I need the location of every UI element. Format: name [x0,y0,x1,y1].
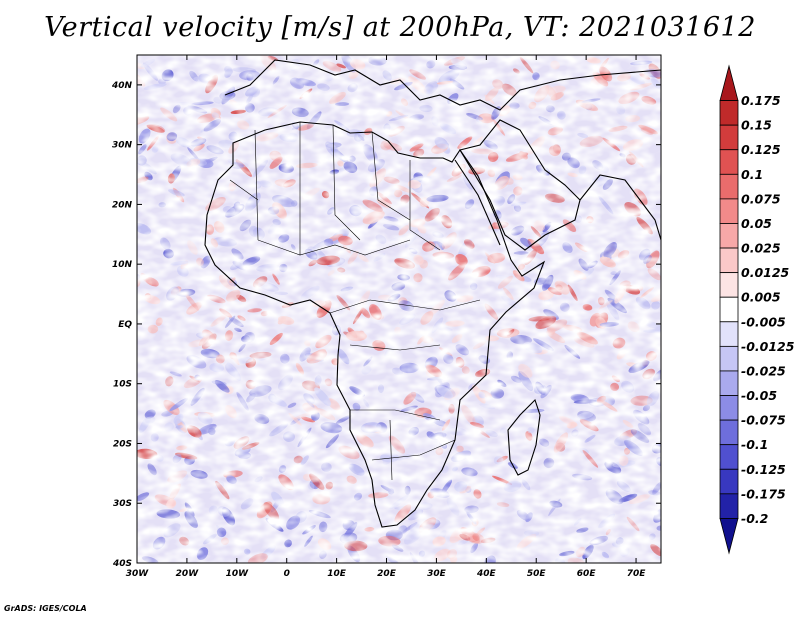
colorbar-label: 0.125 [741,142,781,157]
colorbar: 0.175 0.15 0.125 0.1 0.075 0.05 0.025 0.0125 0.0… [719,64,795,555]
colorbar-segment [719,345,739,372]
colorbar-label: -0.175 [741,486,786,501]
coastlines [204,59,661,528]
velocity-field [137,55,661,563]
colorbar-segment [719,100,739,126]
latitude-axis: 40N 30N 20N 10N EQ 10S 20S 30S 40S [111,81,661,569]
colorbar-label: -0.05 [741,388,777,403]
colorbar-segment [719,272,739,298]
colorbar-segment [719,296,739,323]
lon-tick-label: 30W [126,569,150,579]
colorbar-label: -0.2 [741,511,768,526]
colorbar-label: -0.1 [741,437,768,452]
colorbar-segment [719,64,739,101]
colorbar-label: -0.025 [741,363,786,378]
colorbar-segment [719,247,739,274]
lon-tick-label: 70E [627,569,647,579]
colorbar-label: -0.005 [741,314,786,329]
colorbar-label: 0.005 [741,290,781,305]
colorbar-label: 0.175 [741,93,781,108]
lat-tick-label: 30S [113,499,132,509]
colorbar-segment [719,198,739,224]
colorbar-segment [719,370,739,396]
colorbar-label: -0.125 [741,462,786,477]
colorbar-segment [719,149,739,175]
lat-tick-label: 20N [112,200,133,210]
lon-tick-label: 50E [527,569,547,579]
madagascar-coastline [507,398,541,476]
lat-tick-label: 10N [112,260,133,270]
colorbar-segment [719,173,739,200]
colorbar-segment [719,124,739,151]
colorbar-segment [719,223,739,249]
colorbar-label: -0.075 [741,413,786,428]
longitude-axis: 30W 20W 10W 0 10E 20E 30E 40E 50E 60E 70E [126,55,646,579]
country-borders [229,122,481,481]
europe-coastline [224,59,661,111]
lat-tick-label: 10S [113,380,132,390]
lon-tick-label: 20W [176,569,200,579]
asia-coastline [579,174,661,241]
border-line [229,122,481,481]
lon-tick-label: 60E [577,569,597,579]
lon-tick-label: 0 [284,569,290,579]
colorbar-label: 0.1 [741,167,763,182]
field-texture [137,55,661,563]
africa-coastline [204,121,546,528]
lon-tick-label: 30E [427,569,447,579]
colorbar-label: -0.0125 [741,339,795,354]
colorbar-segment [719,518,739,555]
colorbar-segment [719,493,739,519]
lat-tick-label: EQ [118,320,132,330]
red-sea-coastline [454,159,501,246]
lon-tick-label: 20E [377,569,397,579]
colorbar-segment [719,419,739,446]
colorbar-segment [719,321,739,347]
lon-tick-label: 40E [476,569,497,579]
lat-tick-label: 20S [113,439,132,449]
colorbar-label: 0.05 [741,216,772,231]
colorbar-label: 0.0125 [741,265,790,280]
lon-tick-label: 10W [226,569,250,579]
lat-tick-label: 30N [112,141,133,151]
lon-tick-label: 10E [327,569,347,579]
colorbar-segment [719,468,739,495]
colorbar-segment [719,395,739,421]
colorbar-label: 0.075 [741,191,781,206]
lat-tick-label: 40S [112,559,132,569]
lat-tick-label: 40N [111,81,133,91]
footer-credit: GrADS: IGES/COLA [4,604,87,613]
colorbar-segment [719,444,739,470]
plot-frame [136,54,662,564]
colorbar-label: 0.025 [741,241,781,256]
colorbar-label: 0.15 [741,118,772,133]
map-title: Vertical velocity [m/s] at 200hPa, VT: 2… [44,12,756,43]
